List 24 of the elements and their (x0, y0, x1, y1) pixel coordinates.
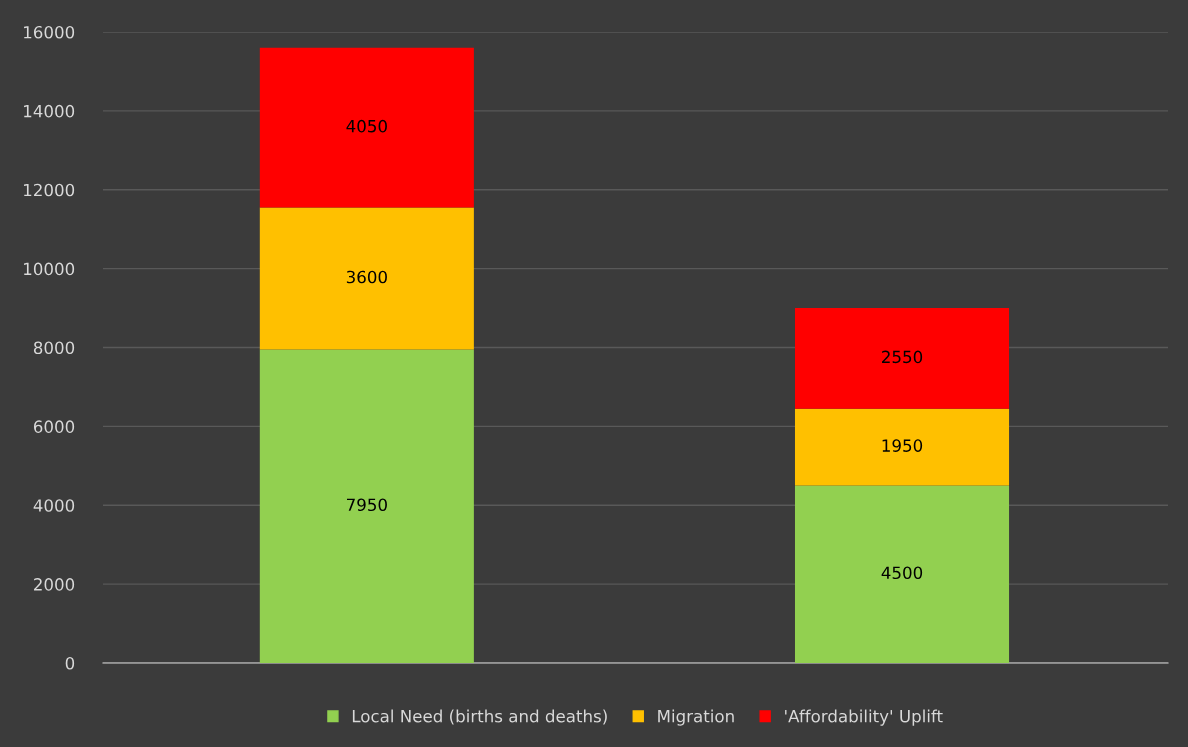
data-label: 7950 (347, 498, 387, 512)
legend-label: 'Affordability' Uplift (785, 709, 943, 726)
y-tick-label: 10000 (24, 262, 75, 276)
y-tick-label: 12000 (24, 183, 75, 197)
bar (794, 308, 1010, 409)
bar (259, 207, 474, 350)
bar (794, 408, 1010, 486)
y-tick-label: 2000 (34, 578, 75, 591)
y-tick-label: 8000 (33, 341, 75, 355)
y-tick-label: 0 (65, 656, 75, 670)
data-label: 2550 (882, 350, 923, 364)
legend-label: Local Need (births and deaths) (352, 709, 607, 725)
y-tick-label: 4000 (33, 499, 75, 512)
y-tick-label: 6000 (33, 420, 75, 433)
data-label: 4500 (881, 566, 923, 580)
legend-label: Migration (658, 709, 734, 726)
bar (259, 47, 474, 208)
y-tick-label: 16000 (24, 25, 75, 39)
bar (794, 485, 1010, 663)
y-tick-label: 14000 (24, 104, 75, 118)
bar (259, 349, 474, 663)
data-label: 1950 (882, 439, 923, 452)
data-label: 3600 (346, 270, 387, 284)
data-label: 4050 (346, 119, 387, 133)
